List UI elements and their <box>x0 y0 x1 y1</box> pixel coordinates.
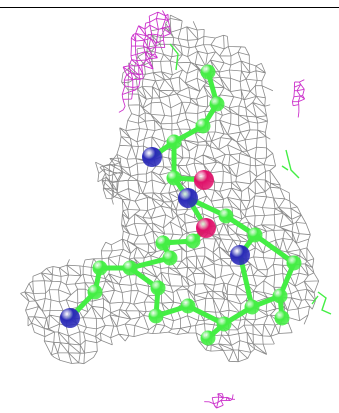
bond-12 <box>252 232 297 266</box>
viewer-frame-line <box>0 7 339 8</box>
carbon-atom-9 <box>185 233 201 249</box>
carbon-atom-23 <box>87 284 103 300</box>
carbon-atom-20 <box>162 250 178 266</box>
electron-density-mesh <box>20 14 320 365</box>
carbon-atom-0 <box>200 64 216 80</box>
carbon-atom-25 <box>150 280 166 296</box>
carbon-atom-17 <box>216 316 232 332</box>
difference-map-right <box>291 79 306 118</box>
carbon-atom-10 <box>218 208 234 224</box>
carbon-atom-22 <box>92 260 108 276</box>
carbon-atom-3 <box>166 134 182 150</box>
oxygen-atom-6 <box>194 170 214 190</box>
carbon-atom-15 <box>274 310 290 326</box>
carbon-atom-18 <box>200 330 216 346</box>
carbon-atom-11 <box>247 227 263 243</box>
density-mesh-lobe <box>95 157 128 205</box>
nitrogen-atom-24 <box>60 308 80 328</box>
difference-map-top <box>118 10 171 113</box>
carbon-atom-19 <box>155 235 171 251</box>
difference-map-mesh <box>118 10 332 409</box>
carbon-atom-16 <box>244 299 260 315</box>
difference-map-bottom <box>204 393 235 409</box>
carbon-atom-26 <box>148 308 164 324</box>
carbon-atom-21 <box>122 260 138 276</box>
carbon-atom-1 <box>209 96 225 112</box>
nitrogen-atom-7 <box>178 188 198 208</box>
carbon-atom-2 <box>195 118 211 134</box>
ligand-fragment-lines <box>169 43 332 315</box>
oxygen-atom-8 <box>196 218 216 238</box>
nitrogen-atom-4 <box>142 147 162 167</box>
carbon-atom-14 <box>272 288 288 304</box>
molecule-atoms <box>60 64 302 346</box>
carbon-atom-13 <box>286 255 302 271</box>
carbon-atom-5 <box>166 170 182 186</box>
carbon-atom-27 <box>180 298 196 314</box>
nitrogen-atom-12 <box>230 245 250 265</box>
